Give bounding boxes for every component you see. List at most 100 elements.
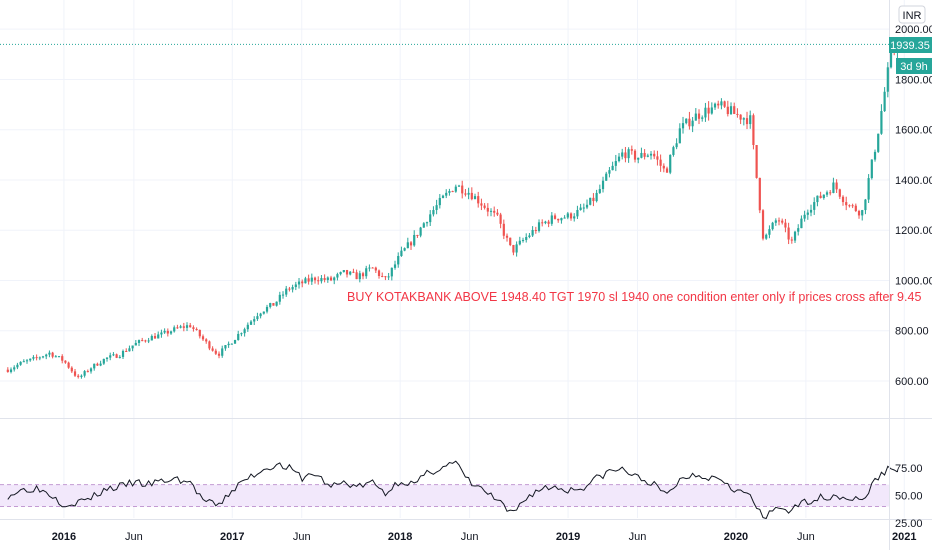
candle-body: [128, 348, 131, 352]
candle-body: [576, 210, 579, 217]
candle-body: [118, 356, 121, 358]
candle-body: [889, 51, 893, 68]
candle-body: [694, 113, 697, 121]
candle-body: [419, 227, 422, 236]
candle-body: [643, 152, 646, 157]
candle-body: [13, 367, 16, 370]
candle-body: [774, 220, 777, 223]
candle-body: [358, 273, 361, 280]
candle-body: [339, 272, 342, 275]
candlestick-series: [6, 46, 899, 379]
candle-body: [112, 354, 115, 356]
candle-body: [323, 278, 326, 280]
candle-body: [598, 189, 601, 193]
candle-body: [534, 229, 537, 231]
candle-body: [285, 288, 288, 295]
candle-body: [435, 205, 438, 211]
candle-body: [89, 368, 93, 372]
candle-body: [822, 194, 825, 198]
candle-body: [768, 229, 771, 235]
candle-body: [102, 358, 105, 364]
candle-body: [429, 214, 432, 223]
candle-body: [326, 277, 329, 280]
candle-body: [736, 113, 739, 115]
candle-body: [432, 210, 435, 215]
candle-body: [198, 329, 201, 337]
candle-body: [525, 237, 528, 240]
candle-body: [345, 270, 349, 275]
candle-body: [502, 223, 505, 236]
candle-body: [422, 223, 425, 228]
candle-body: [729, 106, 733, 115]
candle-body: [470, 192, 473, 200]
candle-body: [688, 118, 691, 127]
candle-body: [838, 189, 841, 197]
candle-body: [704, 107, 707, 118]
price-tick-label: 1600.00: [895, 125, 932, 137]
candle-body: [806, 212, 809, 215]
candle-body: [352, 271, 355, 273]
candle-body: [547, 221, 550, 224]
price-tick-label: 2000.00: [895, 24, 932, 36]
candle-body: [720, 101, 723, 106]
candle-body: [544, 221, 547, 224]
candle-body: [86, 371, 89, 373]
candle-body: [685, 118, 688, 124]
candle-body: [256, 316, 259, 320]
candle-body: [509, 237, 512, 246]
time-tick-label: 2021: [892, 531, 916, 543]
candle-body: [733, 106, 736, 114]
candle-body: [201, 336, 205, 340]
candle-body: [195, 328, 198, 330]
candle-body: [32, 357, 35, 359]
candle-body: [649, 153, 653, 156]
candle-body: [313, 277, 317, 281]
candle-body: [246, 324, 249, 330]
candle-body: [160, 332, 163, 335]
candle-body: [640, 152, 643, 158]
candle-body: [553, 215, 557, 219]
candle-body: [6, 369, 9, 372]
candle-body: [765, 234, 768, 239]
candle-body: [406, 242, 409, 249]
rsi-axis: 25.00 50.00 75.00: [895, 463, 923, 530]
candle-body: [758, 177, 761, 211]
candle-body: [115, 354, 118, 358]
candle-body: [678, 128, 681, 144]
candle-body: [515, 244, 518, 253]
currency-badge[interactable]: INR: [898, 5, 926, 24]
candle-body: [157, 334, 160, 339]
candle-body: [61, 356, 64, 361]
rsi-tick-label: 50.00: [895, 491, 923, 503]
candle-body: [841, 196, 845, 203]
candle-body: [272, 303, 275, 306]
candle-body: [867, 178, 870, 200]
candle-body: [566, 213, 569, 218]
candle-body: [582, 207, 585, 209]
candle-body: [275, 301, 278, 306]
candle-body: [752, 115, 755, 145]
candle-body: [121, 350, 125, 357]
candle-body: [819, 195, 822, 198]
candle-body: [646, 155, 649, 157]
candle-body: [217, 353, 221, 356]
candle-body: [870, 159, 873, 179]
candle-body: [614, 161, 617, 166]
candle-body: [710, 107, 713, 114]
candle-body: [742, 118, 745, 120]
candle-body: [166, 330, 169, 334]
price-tick-label: 1200.00: [895, 225, 932, 237]
candle-body: [569, 213, 573, 219]
candle-body: [230, 343, 233, 345]
candle-body: [608, 170, 611, 174]
candle-body: [397, 255, 400, 265]
candle-body: [653, 153, 656, 157]
candle-body: [38, 357, 41, 359]
candle-body: [297, 281, 301, 285]
time-axis: 2016 Jun 2017 Jun 2018 Jun 2019 Jun 2020 Jun 2021: [52, 531, 917, 543]
candle-body: [329, 277, 333, 281]
candle-body: [861, 210, 864, 216]
candle-body: [467, 192, 470, 195]
